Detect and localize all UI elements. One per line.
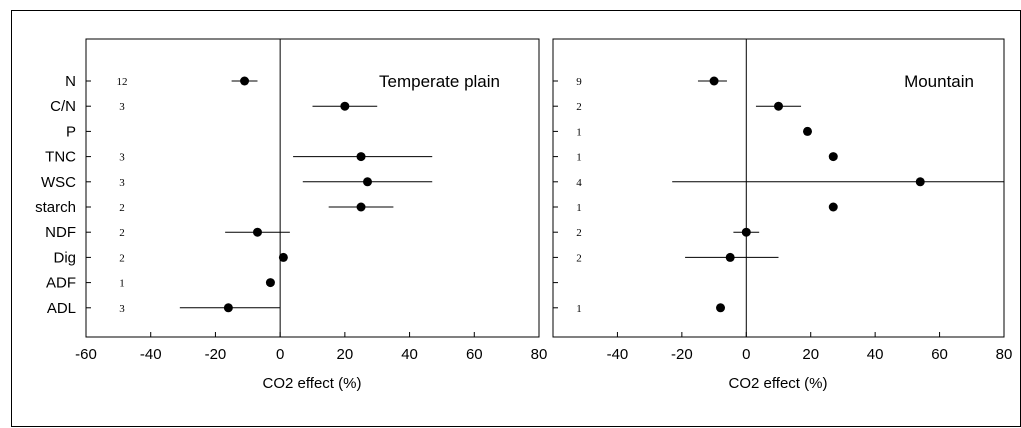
sample-size-label: 3: [119, 152, 125, 164]
sample-size-label: 1: [119, 278, 125, 290]
x-tick-label: 40: [401, 346, 418, 363]
data-point: [716, 303, 726, 313]
data-point: [802, 126, 812, 136]
sample-size-label: 2: [119, 227, 125, 239]
panel-mountain: Mountain CO2 effect (%) -40 -20 0 20 40 60 80 9…: [552, 38, 1012, 392]
x-axis-label-mountain: CO2 effect (%): [729, 375, 828, 392]
plot-area-temperate-plain: [85, 38, 540, 338]
sample-size-label: 3: [119, 177, 125, 189]
sample-size-label: 2: [576, 227, 582, 239]
category-label: WSC: [41, 174, 76, 191]
x-axis-label-temperate-plain: CO2 effect (%): [263, 375, 362, 392]
data-point: [725, 252, 735, 262]
x-tick-label: -20: [671, 346, 693, 363]
x-tick-label: 60: [466, 346, 483, 363]
marks-mountain: -40 -20 0 20 40 60 80 9 2 1 1 4 1 2 2 1: [553, 39, 1012, 363]
data-point: [774, 101, 783, 111]
x-tick-label: 40: [867, 346, 884, 363]
sample-size-label: 3: [119, 303, 125, 315]
data-point: [340, 101, 350, 111]
plot-area-mountain: [552, 38, 1005, 338]
category-label: ADF: [46, 275, 76, 292]
category-label: N: [65, 73, 76, 90]
x-tick-label: 0: [742, 346, 750, 363]
sample-size-label: 2: [119, 202, 125, 214]
data-point: [265, 278, 275, 288]
sample-size-label: 4: [576, 177, 582, 189]
sample-size-label: 3: [119, 101, 125, 113]
x-tick-label: 20: [337, 346, 354, 363]
panel-temperate-plain: Temperate plain CO2 effect (%) -60 -40 -20…: [35, 38, 547, 392]
x-tick-label: -20: [205, 346, 227, 363]
x-tick-label: 60: [931, 346, 948, 363]
category-label: P: [66, 123, 76, 140]
category-label: C/N: [50, 98, 76, 115]
data-point: [278, 252, 288, 262]
x-tick-label: -60: [75, 346, 97, 363]
x-tick-label: 20: [802, 346, 819, 363]
figure-border: [11, 10, 1021, 427]
sample-size-label: 12: [117, 76, 128, 88]
panel-title-mountain: Mountain: [904, 72, 974, 91]
data-point: [223, 303, 233, 313]
data-point: [363, 177, 373, 187]
category-label: starch: [35, 199, 76, 216]
data-point: [240, 76, 250, 86]
data-point: [356, 152, 366, 162]
sample-size-label: 1: [576, 152, 582, 164]
data-point: [915, 177, 925, 187]
sample-size-label: 1: [576, 303, 582, 315]
sample-size-label: 2: [576, 252, 582, 264]
sample-size-label: 2: [576, 101, 582, 113]
x-tick-label: 80: [531, 346, 548, 363]
category-label: NDF: [45, 224, 76, 241]
sample-size-label: 9: [576, 76, 582, 88]
x-tick-label: 0: [276, 346, 284, 363]
x-tick-label: 80: [996, 346, 1013, 363]
sample-size-label: 1: [576, 126, 582, 138]
category-label: ADL: [47, 300, 76, 317]
data-point: [828, 152, 838, 162]
data-point: [252, 227, 262, 237]
category-label: TNC: [45, 149, 76, 166]
category-label: Dig: [53, 249, 76, 266]
x-tick-label: -40: [607, 346, 629, 363]
panel-title-temperate-plain: Temperate plain: [379, 72, 500, 91]
data-point: [709, 76, 719, 86]
data-point: [356, 202, 366, 212]
sample-size-label: 2: [119, 252, 125, 264]
x-tick-label: -40: [140, 346, 162, 363]
data-point: [828, 202, 838, 212]
data-point: [741, 227, 751, 237]
sample-size-label: 1: [576, 202, 582, 214]
